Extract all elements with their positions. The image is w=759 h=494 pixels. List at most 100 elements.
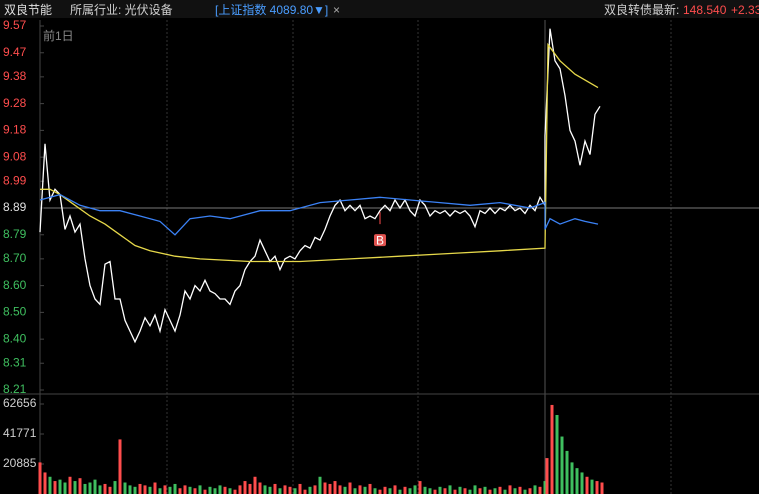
volume-bar <box>233 489 237 494</box>
volume-bar <box>393 485 397 494</box>
volume-bar <box>98 485 102 494</box>
volume-bar <box>308 486 312 494</box>
volume-bar <box>168 486 172 494</box>
bond-label: 双良转债最新: <box>604 2 679 17</box>
volume-bar <box>338 485 342 494</box>
y-tick-label: 62656 <box>3 396 37 410</box>
volume-bar <box>463 488 467 494</box>
volume-bar <box>538 486 542 494</box>
volume-bar <box>373 488 377 494</box>
volume-bar <box>368 483 372 494</box>
volume-bar <box>48 476 52 494</box>
y-tick-label: 8.99 <box>3 173 27 187</box>
volume-bar <box>418 481 422 494</box>
volume-bar <box>408 488 412 494</box>
volume-bar <box>545 458 549 494</box>
volume-bar <box>283 485 287 494</box>
volume-bar <box>403 486 407 494</box>
volume-bar <box>298 483 302 494</box>
industry[interactable]: 所属行业: 光伏设备 <box>70 3 173 17</box>
index-info[interactable]: [上证指数 4089.80▼] <box>215 2 328 17</box>
volume-bar <box>528 488 532 494</box>
volume-bar <box>580 472 584 494</box>
volume-bar <box>43 472 47 494</box>
volume-bar <box>595 481 599 494</box>
volume-bar <box>503 489 507 494</box>
volume-bar <box>288 486 292 494</box>
volume-bar <box>378 489 382 494</box>
volume-bar <box>143 485 147 494</box>
volume-bar <box>153 482 157 494</box>
y-tick-label: 8.31 <box>3 355 27 369</box>
annotation-box <box>374 234 386 247</box>
y-tick-label: 8.89 <box>3 200 27 214</box>
volume-bar <box>550 404 554 494</box>
volume-bar <box>83 483 87 494</box>
volume-bar <box>478 488 482 494</box>
volume-bar <box>293 488 297 494</box>
volume-bar <box>458 486 462 494</box>
volume-bar <box>323 482 327 494</box>
volume-bar <box>203 489 207 494</box>
volume-bar <box>58 479 62 494</box>
volume-bar <box>173 483 177 494</box>
volume-bar <box>278 488 282 494</box>
y-tick-label: 9.08 <box>3 149 27 163</box>
volume-bar <box>518 486 522 494</box>
volume-bar <box>178 488 182 494</box>
volume-bar <box>523 489 527 494</box>
y-tick-label: 8.70 <box>3 251 27 265</box>
volume-bar <box>428 488 432 494</box>
volume-bar <box>423 486 427 494</box>
volume-bar <box>543 481 547 494</box>
y-tick-label: 8.60 <box>3 278 27 292</box>
volume-bar <box>198 485 202 494</box>
volume-bar <box>438 486 442 494</box>
y-tick-label: 9.38 <box>3 69 27 83</box>
volume-bar <box>388 488 392 494</box>
volume-bar <box>585 476 589 494</box>
volume-bar <box>570 462 574 494</box>
y-tick-label: 20885 <box>3 456 37 470</box>
volume-bar <box>268 486 272 494</box>
volume-bar <box>513 488 517 494</box>
volume-bar <box>333 481 337 494</box>
y-tick-label: 8.79 <box>3 227 27 241</box>
price-line <box>39 193 599 236</box>
volume-bar <box>133 486 137 494</box>
volume-bar <box>208 486 212 494</box>
price-line <box>39 28 601 344</box>
volume-bar <box>128 485 132 494</box>
volume-bar <box>468 489 472 494</box>
volume-bar <box>498 486 502 494</box>
volume-bar <box>228 488 232 494</box>
volume-bar <box>73 481 77 494</box>
volume-bar <box>88 482 92 494</box>
volume-bar <box>63 482 67 494</box>
y-tick-label: 8.50 <box>3 305 27 319</box>
volume-bar <box>118 439 122 494</box>
volume-bar <box>483 486 487 494</box>
volume-bar <box>383 486 387 494</box>
volume-bar <box>78 478 82 494</box>
volume-bar <box>238 485 242 494</box>
header-bar <box>0 0 759 18</box>
volume-bar <box>53 481 57 494</box>
volume-bar <box>93 479 97 494</box>
price-line <box>40 42 599 263</box>
volume-bar <box>600 482 604 494</box>
volume-bar <box>575 468 579 494</box>
volume-bar <box>343 486 347 494</box>
volume-bar <box>318 476 322 494</box>
volume-bar <box>258 482 262 494</box>
y-tick-label: 8.40 <box>3 331 27 345</box>
volume-bar <box>218 485 222 494</box>
volume-bar <box>38 462 42 494</box>
volume-bar <box>113 481 117 494</box>
close-button[interactable]: × <box>333 3 340 17</box>
y-tick-label: 41771 <box>3 426 37 440</box>
volume-bar <box>473 485 477 494</box>
bond-price: 148.540 <box>683 3 727 17</box>
